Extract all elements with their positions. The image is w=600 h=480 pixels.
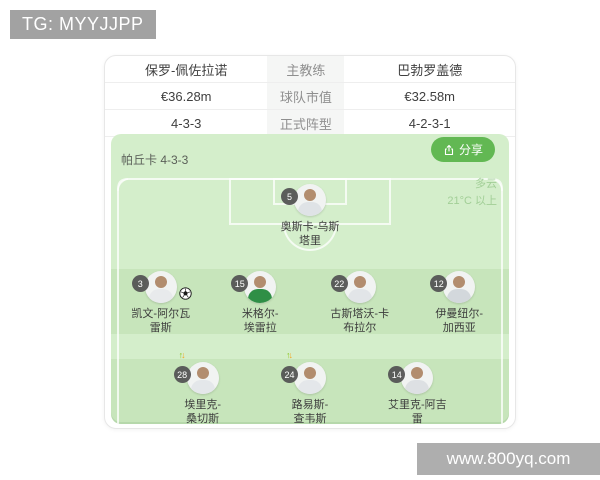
player-name-line2: 雷 xyxy=(411,413,423,424)
player[interactable]: 3 凯文-阿尔瓦 雷斯 xyxy=(111,271,211,335)
goalkeeper-row: 5 奥斯卡-乌斯 塔里 xyxy=(111,184,509,248)
midfielders-row: ↑↓ 28 埃里克- 桑切斯 ↑↓ 24 路易斯- 查韦斯 14 艾里克-阿吉雷 xyxy=(111,351,509,424)
player-avatar-wrap: ↑↓ 28 xyxy=(173,351,219,394)
defenders-row: 3 凯文-阿尔瓦 雷斯 15 米格尔- 埃雷拉 22 古斯塔沃-卡 布拉尔 12 伊曼纽尔- 加西亚 xyxy=(111,271,509,335)
player[interactable]: 22 古斯塔沃-卡 布拉尔 xyxy=(310,271,410,335)
player-name-line1: 伊曼纽尔- xyxy=(435,308,484,320)
player-name-line2: 加西亚 xyxy=(442,322,476,334)
comparison-cell-right: 巴勃罗盖德 xyxy=(397,62,463,78)
team-formation-label: 帕丘卡 4-3-3 xyxy=(121,153,189,167)
comparison-row: €36.28m 球队市值 €32.58m xyxy=(105,83,515,110)
player-number-badge: 3 xyxy=(131,275,149,292)
player-name-line1: 米格尔- xyxy=(241,308,279,320)
goal-football-icon xyxy=(179,287,192,305)
share-button-label: 分享 xyxy=(458,143,483,157)
player-name-line1: 奥斯卡-乌斯 xyxy=(280,221,340,233)
player-name: 米格尔- 埃雷拉 xyxy=(242,307,279,335)
player-name: 埃里克- 桑切斯 xyxy=(184,398,221,424)
player-photo xyxy=(244,271,277,303)
player-name-line1: 凯文-阿尔瓦 xyxy=(131,308,191,320)
comparison-cell-left: 4-3-3 xyxy=(171,115,202,131)
comparison-cell-right: 4-2-3-1 xyxy=(408,115,451,131)
player-name: 奥斯卡-乌斯 塔里 xyxy=(281,220,340,248)
player-avatar-wrap: 3 xyxy=(131,271,192,303)
player[interactable]: 14 艾里克-阿吉雷 xyxy=(364,362,471,424)
comparison-row: 4-3-3 正式阵型 4-2-3-1 xyxy=(105,110,515,137)
substitution-icon: ↑↓ xyxy=(178,350,186,360)
player-name-line2: 雷斯 xyxy=(149,322,172,334)
player-photo xyxy=(294,184,326,216)
player-avatar-wrap: 5 xyxy=(281,184,326,216)
player-photo xyxy=(293,362,326,394)
player-number-badge: 24 xyxy=(280,366,298,383)
player-number-badge: 12 xyxy=(430,275,448,292)
player-name: 伊曼纽尔- 加西亚 xyxy=(435,307,483,335)
weather-temperature: 21°C 以上 xyxy=(447,195,497,207)
player[interactable]: 5 奥斯卡-乌斯 塔里 xyxy=(250,184,370,248)
share-button[interactable]: 分享 xyxy=(430,137,495,162)
comparison-cell-left: €36.28m xyxy=(160,88,212,104)
player-name: 艾里克-阿吉雷 xyxy=(388,398,447,424)
player-name-line2: 布拉尔 xyxy=(343,322,377,334)
player-name: 凯文-阿尔瓦 雷斯 xyxy=(131,307,190,335)
player[interactable]: 15 米格尔- 埃雷拉 xyxy=(211,271,311,335)
comparison-row: 保罗-佩佐拉诺 主教练 巴勃罗盖德 xyxy=(105,56,515,83)
player[interactable]: ↑↓ 28 埃里克- 桑切斯 xyxy=(149,351,256,424)
pitch-panel: 帕丘卡 4-3-3 分享 多云 21°C 以上 5 奥斯卡-乌斯 塔里 3 凯文-阿尔… xyxy=(111,134,509,424)
player-number-badge: 14 xyxy=(388,366,406,383)
substitution-icon: ↑↓ xyxy=(285,350,293,360)
player-avatar-wrap: ↑↓ 24 xyxy=(280,351,326,394)
player-name-line1: 古斯塔沃-卡 xyxy=(330,308,390,320)
weather-condition: 多云 xyxy=(475,178,497,190)
player-name-line1: 艾里克-阿吉 xyxy=(387,399,447,411)
player-photo xyxy=(443,271,476,303)
player-name-line2: 桑切斯 xyxy=(186,413,220,424)
player-photo xyxy=(343,271,376,303)
comparison-cell-right: €32.58m xyxy=(404,88,456,104)
player-number-badge: 15 xyxy=(231,275,249,292)
player-number-badge: 28 xyxy=(173,366,191,383)
player-photo xyxy=(186,362,219,394)
player[interactable]: ↑↓ 24 路易斯- 查韦斯 xyxy=(256,351,363,424)
player-photo xyxy=(401,362,434,394)
player-number-badge: 22 xyxy=(330,275,348,292)
player-avatar-wrap: 22 xyxy=(330,271,376,303)
comparison-cell-center: 球队市值 xyxy=(267,83,345,109)
player-avatar-wrap: 15 xyxy=(231,271,277,303)
player-avatar-wrap: 12 xyxy=(430,271,476,303)
comparison-cell-left: 保罗-佩佐拉诺 xyxy=(145,62,228,78)
player-avatar-wrap: 14 xyxy=(388,362,434,394)
player-name-line2: 塔里 xyxy=(298,235,321,247)
player-name-line1: 路易斯- xyxy=(291,399,329,411)
player-number-badge: 5 xyxy=(281,188,298,205)
player-name-line2: 查韦斯 xyxy=(293,413,327,424)
tg-channel-label: TG: MYYJJPP xyxy=(10,10,156,39)
site-watermark: www.800yq.com xyxy=(417,443,600,475)
player-name: 路易斯- 查韦斯 xyxy=(292,398,329,424)
player-photo xyxy=(144,271,177,303)
player-name-line1: 埃里克- xyxy=(184,399,221,411)
weather-info: 多云 21°C 以上 xyxy=(447,176,497,210)
comparison-cell-center: 主教练 xyxy=(267,56,345,82)
share-icon xyxy=(443,144,455,156)
player-name-line2: 埃雷拉 xyxy=(243,322,277,334)
player[interactable]: 12 伊曼纽尔- 加西亚 xyxy=(410,271,510,335)
lineup-card: 保罗-佩佐拉诺 主教练 巴勃罗盖德 €36.28m 球队市值 €32.58m 4-3-3 正式… xyxy=(104,55,516,429)
player-name: 古斯塔沃-卡 布拉尔 xyxy=(330,307,389,335)
coach-comparison-table: 保罗-佩佐拉诺 主教练 巴勃罗盖德 €36.28m 球队市值 €32.58m 4-3-3 正式… xyxy=(105,56,515,137)
comparison-cell-center: 正式阵型 xyxy=(267,110,345,136)
